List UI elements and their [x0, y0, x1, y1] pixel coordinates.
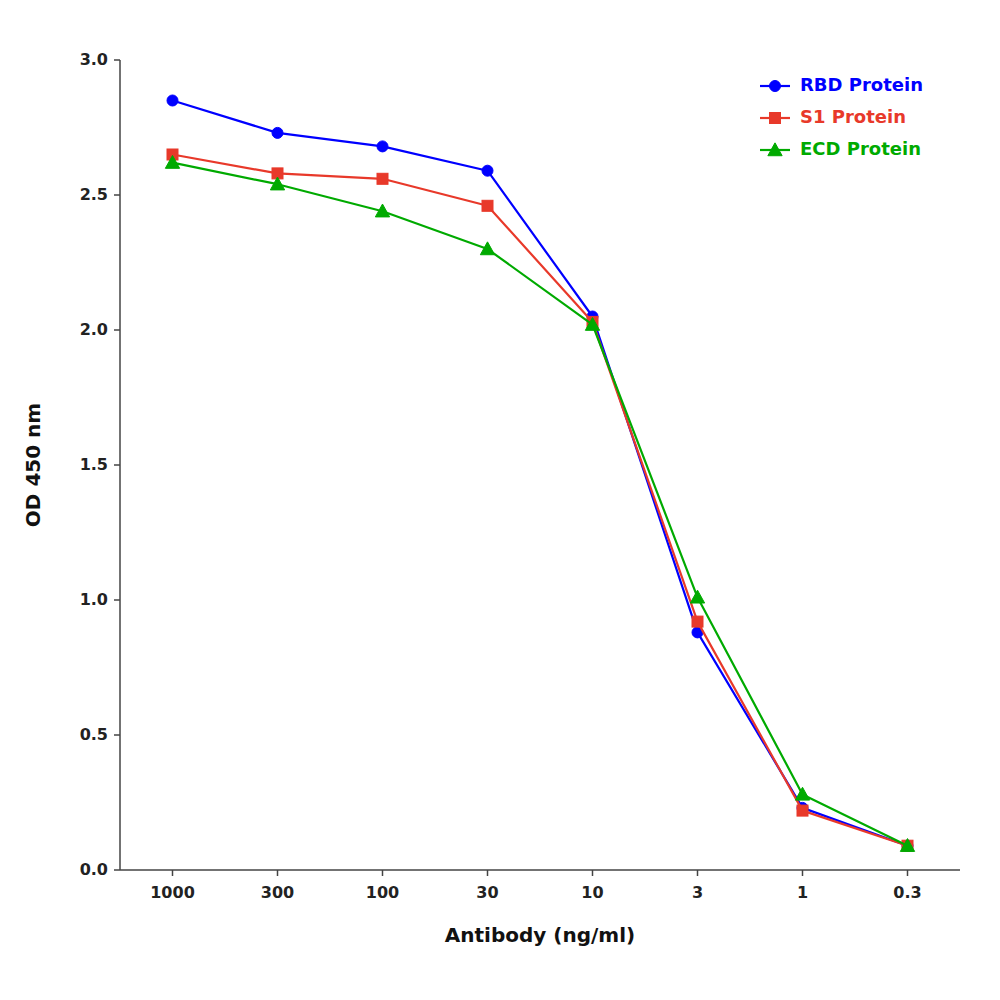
- series-line: [173, 101, 908, 846]
- y-tick: [114, 464, 120, 466]
- legend-marker: [768, 143, 782, 156]
- marker: [482, 200, 493, 211]
- x-tick: [487, 870, 489, 876]
- marker: [585, 317, 599, 330]
- marker: [375, 204, 389, 217]
- y-tick-label: 0.5: [80, 725, 108, 744]
- marker: [482, 165, 493, 176]
- y-tick: [114, 194, 120, 196]
- marker: [795, 787, 809, 800]
- marker: [272, 127, 283, 138]
- y-tick-label: 2.0: [80, 320, 108, 339]
- plot-area: [165, 95, 914, 851]
- y-tick: [114, 329, 120, 331]
- y-tick: [114, 59, 120, 61]
- y-tick: [114, 599, 120, 601]
- legend: RBD Protein S1 Protein ECD Protein: [760, 74, 923, 159]
- series-line: [173, 163, 908, 846]
- x-tick-label: 0.3: [893, 883, 921, 902]
- marker: [377, 173, 388, 184]
- x-tick-label: 1: [797, 883, 808, 902]
- marker: [167, 95, 178, 106]
- y-axis-label: OD 450 nm: [21, 403, 45, 527]
- legend-marker: [770, 113, 781, 124]
- x-tick: [907, 870, 909, 876]
- marker: [692, 616, 703, 627]
- marker: [270, 177, 284, 190]
- x-axis-line: [120, 869, 960, 871]
- marker: [797, 805, 808, 816]
- x-tick-label: 3: [692, 883, 703, 902]
- x-tick: [172, 870, 174, 876]
- x-tick: [697, 870, 699, 876]
- x-tick: [592, 870, 594, 876]
- x-tick-label: 300: [261, 883, 294, 902]
- y-tick-label: 2.5: [80, 185, 108, 204]
- x-tick-label: 100: [366, 883, 399, 902]
- marker: [900, 839, 914, 852]
- series-line: [173, 155, 908, 846]
- legend-label: S1 Protein: [800, 106, 906, 127]
- y-tick: [114, 869, 120, 871]
- legend-marker: [770, 81, 781, 92]
- y-tick-label: 1.5: [80, 455, 108, 474]
- marker: [690, 590, 704, 603]
- marker: [480, 242, 494, 255]
- legend-label: RBD Protein: [800, 74, 923, 95]
- x-tick: [802, 870, 804, 876]
- marker: [165, 155, 179, 168]
- x-tick-label: 1000: [150, 883, 195, 902]
- chart: 0.0 0.5 1.0 1.5 2.0 2.5 3.0 1000 300 100 30 10 3 1 0.3…: [0, 0, 1000, 1000]
- legend-label: ECD Protein: [800, 138, 921, 159]
- x-tick-label: 30: [476, 883, 498, 902]
- background: [0, 0, 1000, 1000]
- x-axis-label: Antibody (ng/ml): [445, 923, 635, 947]
- x-tick-label: 10: [581, 883, 603, 902]
- x-tick: [382, 870, 384, 876]
- y-tick-label: 3.0: [80, 50, 108, 69]
- y-tick-label: 0.0: [80, 860, 108, 879]
- y-tick: [114, 734, 120, 736]
- y-tick-label: 1.0: [80, 590, 108, 609]
- marker: [377, 141, 388, 152]
- x-tick: [277, 870, 279, 876]
